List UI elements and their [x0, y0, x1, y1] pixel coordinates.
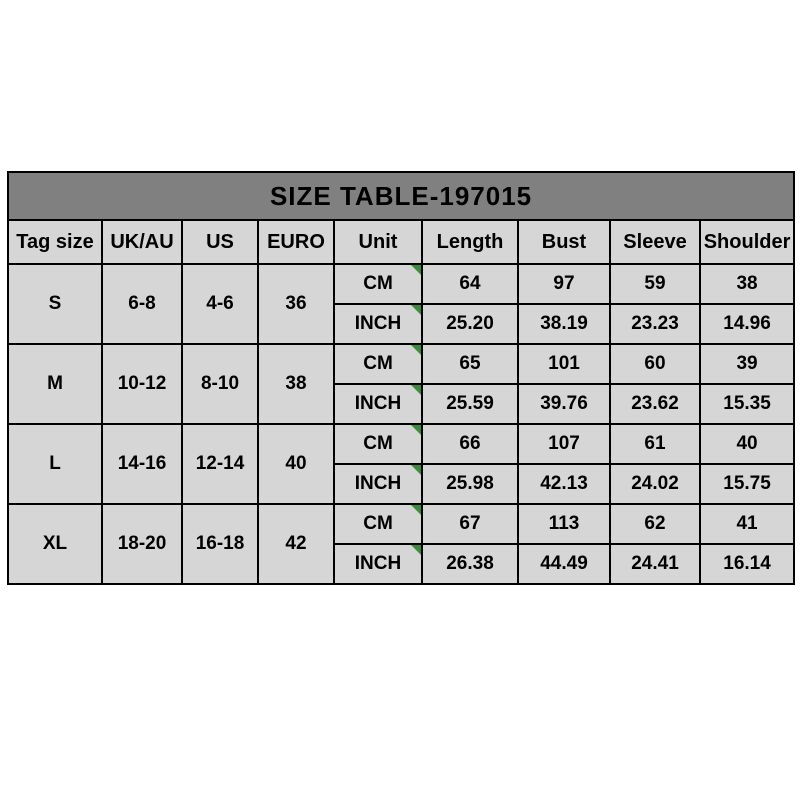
cell-unit: INCH — [334, 464, 422, 504]
cell-length: 64 — [422, 264, 518, 304]
col-bust: Bust — [518, 220, 610, 264]
cell-tag: M — [8, 344, 102, 424]
cell-euro: 38 — [258, 344, 334, 424]
cell-length: 25.20 — [422, 304, 518, 344]
col-euro: EURO — [258, 220, 334, 264]
cell-bust: 97 — [518, 264, 610, 304]
cell-unit: CM — [334, 504, 422, 544]
table-header-row: Tag size UK/AU US EURO Unit Length Bust … — [8, 220, 794, 264]
cell-tag: S — [8, 264, 102, 344]
cell-uk-au: 14-16 — [102, 424, 182, 504]
cell-tag: XL — [8, 504, 102, 584]
cell-sleeve: 23.62 — [610, 384, 700, 424]
cell-length: 25.98 — [422, 464, 518, 504]
cell-us: 16-18 — [182, 504, 258, 584]
table-row: XL 18-20 16-18 42 CM 67 113 62 41 — [8, 504, 794, 544]
cell-shoulder: 40 — [700, 424, 794, 464]
cell-euro: 42 — [258, 504, 334, 584]
cell-length: 66 — [422, 424, 518, 464]
table-title: SIZE TABLE-197015 — [8, 172, 794, 220]
cell-sleeve: 59 — [610, 264, 700, 304]
cell-sleeve: 23.23 — [610, 304, 700, 344]
canvas: SIZE TABLE-197015 Tag size UK/AU US EURO… — [0, 0, 800, 800]
table-row: M 10-12 8-10 38 CM 65 101 60 39 — [8, 344, 794, 384]
cell-bust: 113 — [518, 504, 610, 544]
cell-sleeve: 62 — [610, 504, 700, 544]
cell-shoulder: 41 — [700, 504, 794, 544]
cell-length: 25.59 — [422, 384, 518, 424]
cell-shoulder: 38 — [700, 264, 794, 304]
table-title-row: SIZE TABLE-197015 — [8, 172, 794, 220]
cell-sleeve: 24.02 — [610, 464, 700, 504]
cell-unit: INCH — [334, 384, 422, 424]
cell-unit: CM — [334, 344, 422, 384]
cell-bust: 101 — [518, 344, 610, 384]
table-row: S 6-8 4-6 36 CM 64 97 59 38 — [8, 264, 794, 304]
col-tag-size: Tag size — [8, 220, 102, 264]
cell-tag: L — [8, 424, 102, 504]
col-unit: Unit — [334, 220, 422, 264]
cell-us: 8-10 — [182, 344, 258, 424]
cell-unit: CM — [334, 264, 422, 304]
cell-shoulder: 15.35 — [700, 384, 794, 424]
cell-bust: 44.49 — [518, 544, 610, 584]
size-table-container: SIZE TABLE-197015 Tag size UK/AU US EURO… — [7, 171, 793, 585]
cell-length: 67 — [422, 504, 518, 544]
cell-shoulder: 39 — [700, 344, 794, 384]
cell-shoulder: 15.75 — [700, 464, 794, 504]
cell-bust: 39.76 — [518, 384, 610, 424]
cell-us: 4-6 — [182, 264, 258, 344]
cell-length: 65 — [422, 344, 518, 384]
cell-unit: INCH — [334, 544, 422, 584]
cell-euro: 40 — [258, 424, 334, 504]
cell-length: 26.38 — [422, 544, 518, 584]
cell-uk-au: 10-12 — [102, 344, 182, 424]
cell-shoulder: 16.14 — [700, 544, 794, 584]
cell-uk-au: 6-8 — [102, 264, 182, 344]
col-length: Length — [422, 220, 518, 264]
cell-sleeve: 61 — [610, 424, 700, 464]
cell-unit: CM — [334, 424, 422, 464]
cell-sleeve: 24.41 — [610, 544, 700, 584]
col-sleeve: Sleeve — [610, 220, 700, 264]
cell-bust: 42.13 — [518, 464, 610, 504]
cell-sleeve: 60 — [610, 344, 700, 384]
col-shoulder: Shoulder — [700, 220, 794, 264]
col-us: US — [182, 220, 258, 264]
table-row: L 14-16 12-14 40 CM 66 107 61 40 — [8, 424, 794, 464]
cell-euro: 36 — [258, 264, 334, 344]
cell-unit: INCH — [334, 304, 422, 344]
cell-shoulder: 14.96 — [700, 304, 794, 344]
cell-uk-au: 18-20 — [102, 504, 182, 584]
cell-bust: 38.19 — [518, 304, 610, 344]
cell-us: 12-14 — [182, 424, 258, 504]
col-uk-au: UK/AU — [102, 220, 182, 264]
cell-bust: 107 — [518, 424, 610, 464]
size-table: SIZE TABLE-197015 Tag size UK/AU US EURO… — [7, 171, 795, 585]
